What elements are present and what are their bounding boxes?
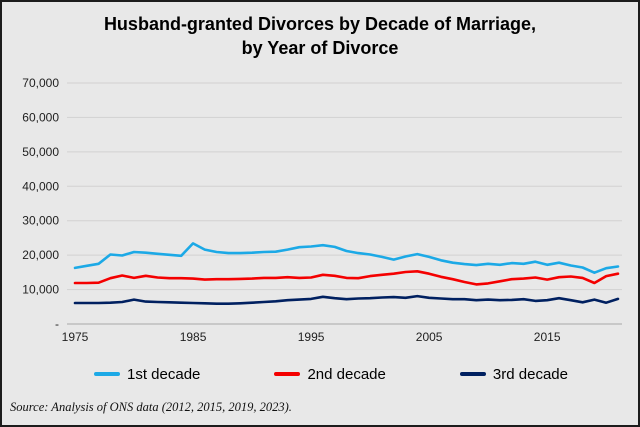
series-line-3rd-decade [73, 294, 620, 306]
chart-title-line2: by Year of Divorce [241, 38, 399, 58]
y-tick-label: 10,000 [22, 283, 59, 297]
x-tick-label: 2005 [416, 330, 443, 344]
y-tick-label: 40,000 [22, 179, 59, 193]
chart-title-line1: Husband-granted Divorces by Decade of Ma… [103, 14, 537, 34]
legend-item-1st-decade: 1st decade [94, 366, 200, 383]
series-line-2nd-decade [73, 269, 620, 286]
x-tick-label: 1985 [180, 330, 207, 344]
chart-title: Husband-granted Divorces by Decade of Ma… [2, 12, 638, 60]
legend-line-marker-1st-decade-icon [94, 372, 120, 376]
y-tick-label: 30,000 [22, 214, 59, 228]
plot-area: - 10,000 20,000 30,000 40,000 50,000 60,000 70,… [22, 76, 622, 344]
x-tick-label: 1995 [298, 330, 325, 344]
y-tick-label: - [55, 317, 59, 331]
y-tick-label: 50,000 [22, 145, 59, 159]
legend-line-marker-2nd-decade-icon [274, 372, 301, 376]
legend-label-1st-decade: 1st decade [127, 365, 201, 383]
legend-line-marker-3rd-decade-icon [459, 372, 486, 376]
x-tick-label: 2015 [534, 330, 561, 344]
y-tick-label: 20,000 [22, 248, 59, 262]
legend-item-3rd-decade: 3rd decade [459, 365, 568, 383]
y-tick-label: 60,000 [22, 110, 59, 124]
source-note: Source: Analysis of ONS data (2012, 2015… [10, 400, 292, 414]
y-tick-label: 70,000 [22, 76, 59, 90]
legend: 1st decade 2nd decade 3rd decade [94, 363, 568, 385]
series-line-1st-decade [73, 242, 620, 275]
legend-item-2nd-decade: 2nd decade [274, 365, 386, 383]
legend-label-3rd-decade: 3rd decade [492, 365, 568, 383]
x-tick-label: 1975 [62, 330, 89, 344]
legend-label-2nd-decade: 2nd decade [307, 365, 386, 383]
